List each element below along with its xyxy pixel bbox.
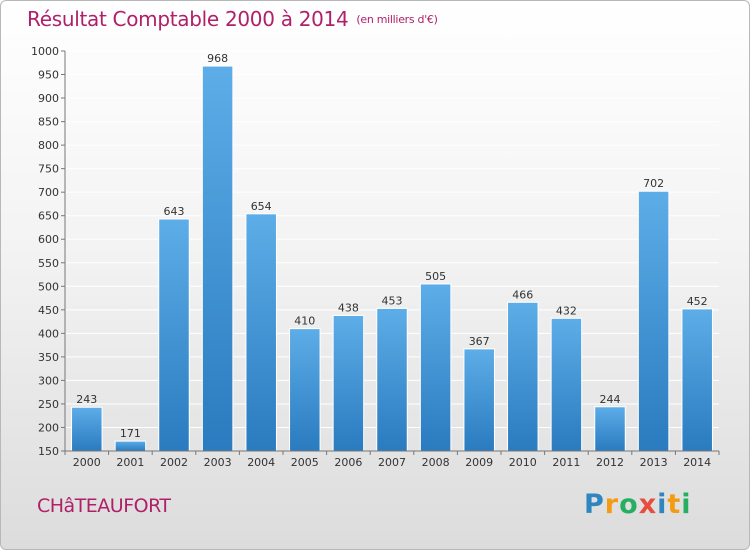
commune-name: CHâTEAUFORT <box>37 495 171 517</box>
bar-2003 <box>201 65 234 452</box>
y-tick-label: 150 <box>38 445 59 458</box>
x-tick-label: 2013 <box>640 456 668 469</box>
y-tick-label: 700 <box>38 186 59 199</box>
bar-2001 <box>114 440 147 452</box>
data-labels: 243 171 643 968 654 410 438 453 505 367 466 432 244 7… <box>76 52 707 440</box>
logo-letter: i <box>657 489 668 520</box>
y-tick-label: 350 <box>38 351 59 364</box>
logo-letter: r <box>604 489 620 520</box>
x-tick-label: 2014 <box>683 456 711 469</box>
data-label-2014: 452 <box>687 295 708 308</box>
data-label-2002: 643 <box>164 205 185 218</box>
bar-2013 <box>637 190 670 452</box>
bar-2014 <box>681 308 713 452</box>
data-label-2006: 438 <box>338 301 359 314</box>
data-label-2000: 243 <box>76 393 97 406</box>
x-tick-label: 2006 <box>334 456 362 469</box>
x-tick-label: 2002 <box>160 456 188 469</box>
data-label-2009: 367 <box>469 335 490 348</box>
chart-subtitle: (en milliers d'€) <box>356 13 438 26</box>
bar-2008 <box>419 283 452 452</box>
logo-letter: t <box>667 489 682 520</box>
x-tick-label: 2005 <box>291 456 319 469</box>
y-tick-label: 250 <box>38 398 59 411</box>
logo-letter: o <box>619 489 639 520</box>
x-tick-label: 2001 <box>116 456 144 469</box>
y-tick-label: 650 <box>38 210 59 223</box>
data-label-2013: 702 <box>643 177 664 190</box>
data-label-2003: 968 <box>207 52 228 65</box>
data-label-2011: 432 <box>556 304 577 317</box>
data-label-2008: 505 <box>425 270 446 283</box>
logo-letter: x <box>638 489 658 520</box>
data-label-2004: 654 <box>251 200 272 213</box>
data-label-2005: 410 <box>294 315 315 328</box>
bars <box>71 65 713 452</box>
data-label-2007: 453 <box>382 294 403 307</box>
x-tick-label: 2003 <box>204 456 232 469</box>
x-tick-label: 2008 <box>422 456 450 469</box>
y-axis-ticks: 150 200 250 300 350 400 450 500 550 600 650 700 750 8… <box>31 45 66 458</box>
y-tick-label: 450 <box>38 304 59 317</box>
bar-2004 <box>245 213 277 452</box>
x-tick-label: 2012 <box>596 456 624 469</box>
y-tick-label: 200 <box>38 421 59 434</box>
y-tick-label: 900 <box>38 92 59 105</box>
x-tick-label: 2011 <box>552 456 580 469</box>
x-tick-label: 2010 <box>509 456 537 469</box>
y-tick-label: 300 <box>38 374 59 387</box>
bar-2012 <box>594 406 626 452</box>
y-tick-label: 750 <box>38 163 59 176</box>
x-tick-label: 2009 <box>465 456 493 469</box>
x-tick-label: 2004 <box>247 456 275 469</box>
bar-2005 <box>289 328 321 452</box>
proxiti-logo: Proxiti <box>584 489 692 520</box>
x-axis-ticks: 2000 2001 2002 2003 2004 2005 2006 2007 2008 2009… <box>64 450 720 469</box>
y-tick-label: 500 <box>38 280 59 293</box>
logo-letter: i <box>681 489 692 520</box>
y-tick-label: 550 <box>38 257 59 270</box>
data-label-2001: 171 <box>120 427 141 440</box>
bar-2011 <box>550 317 583 452</box>
y-tick-label: 400 <box>38 327 59 340</box>
bar-2006 <box>332 314 365 452</box>
bar-2009 <box>463 348 495 452</box>
logo-letter: P <box>584 489 605 520</box>
bar-2002 <box>158 218 190 452</box>
y-tick-label: 950 <box>38 69 59 82</box>
y-tick-label: 600 <box>38 233 59 246</box>
bar-2010 <box>507 301 539 452</box>
chart-title: Résultat Comptable 2000 à 2014 (en millie… <box>27 7 438 35</box>
data-label-2012: 244 <box>600 393 621 406</box>
bar-2000 <box>71 406 103 452</box>
y-tick-label: 1000 <box>31 45 59 58</box>
y-tick-label: 800 <box>38 139 59 152</box>
bar-2007 <box>376 307 408 452</box>
x-tick-label: 2000 <box>73 456 101 469</box>
x-tick-label: 2007 <box>378 456 406 469</box>
chart-title-text: Résultat Comptable 2000 à 2014 <box>27 7 349 31</box>
y-tick-label: 850 <box>38 116 59 129</box>
data-label-2010: 466 <box>512 288 533 301</box>
